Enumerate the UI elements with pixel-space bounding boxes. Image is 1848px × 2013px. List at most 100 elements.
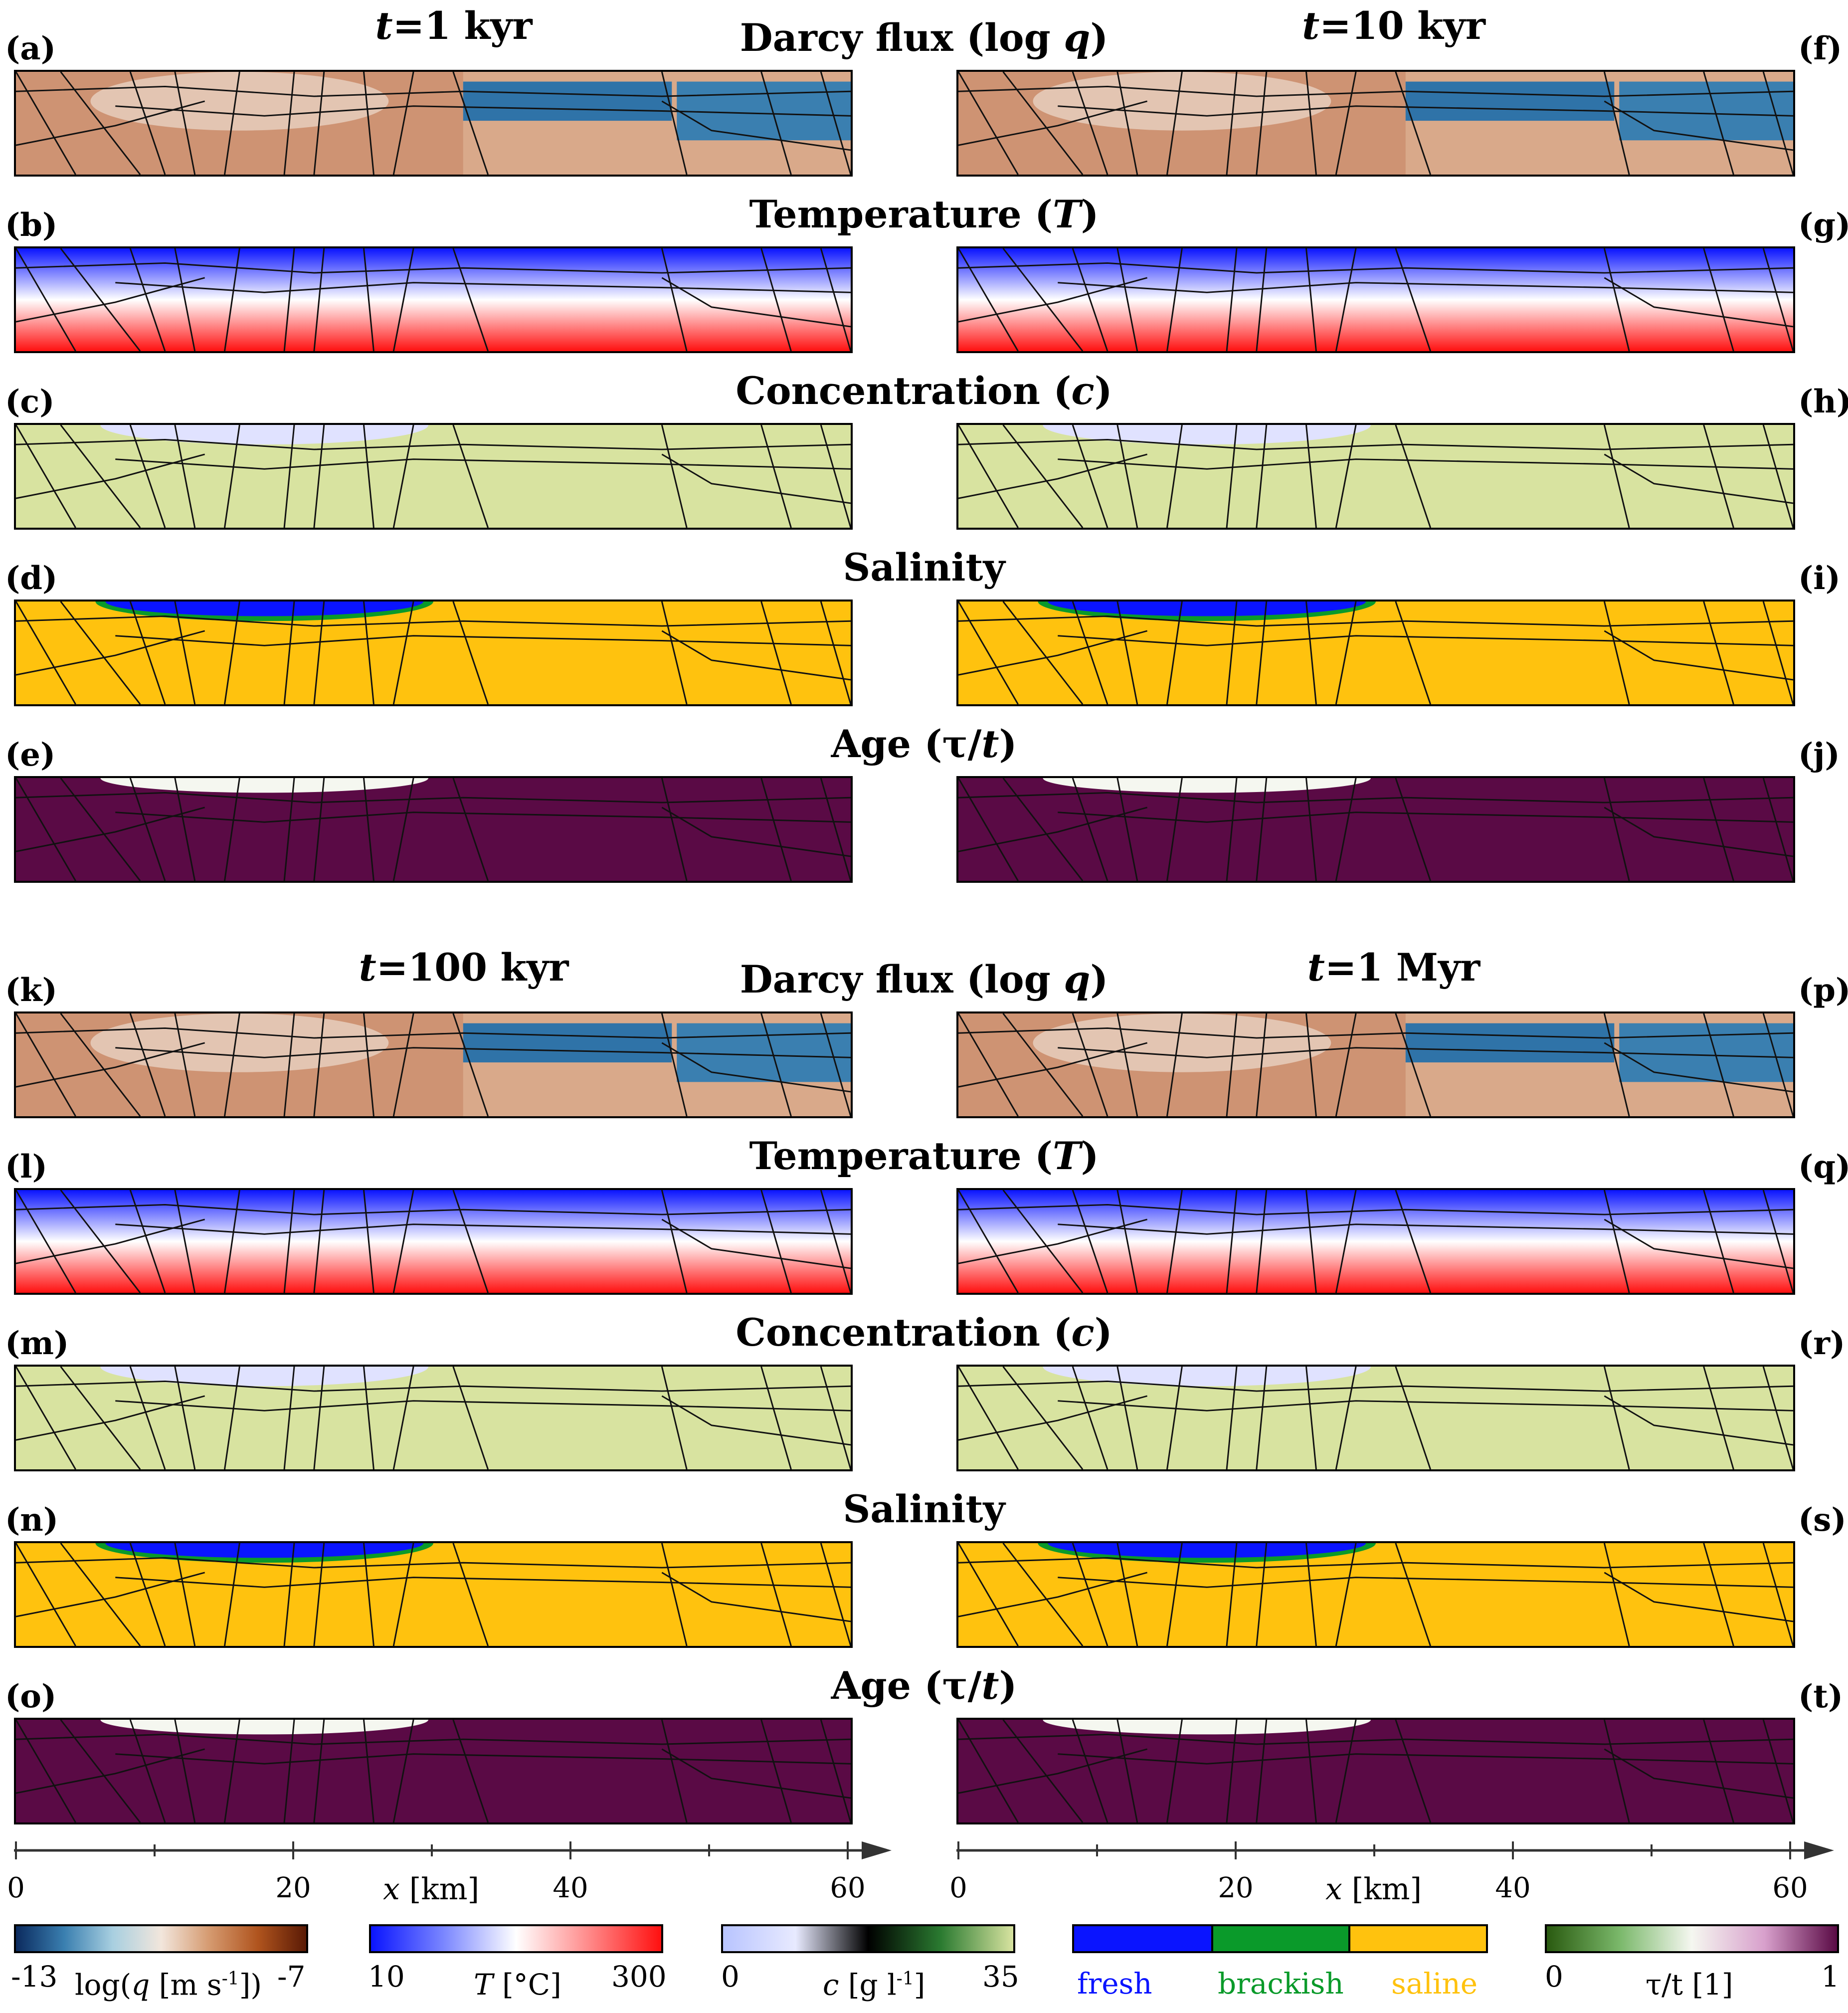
panel-temp-1kyr <box>14 246 853 353</box>
panel-letter-rt-4: (j) <box>1798 736 1840 774</box>
panel-letter-rt-0: (f) <box>1798 30 1843 67</box>
row-title-temperature-top: Temperature (T) <box>749 192 1099 236</box>
row-title-concentration-top: Concentration (c) <box>736 369 1112 413</box>
panel-letter-lt-2: (c) <box>5 383 55 420</box>
row-title-darcy-top: Darcy flux (log q) <box>739 15 1109 60</box>
panel-age-10kyr <box>956 776 1795 883</box>
panel-flux-1kyr <box>14 70 853 177</box>
x-tick-20: 20 <box>275 1872 311 1904</box>
row-title-temperature-bottom: Temperature (T) <box>749 1134 1099 1178</box>
colorbar-temperature-label: T [°C] <box>474 1968 561 2002</box>
colorbar-concentration-max: 35 <box>982 1960 1019 1994</box>
panel-letter-lb-3: (n) <box>5 1501 59 1539</box>
x-axis-right-line <box>956 1841 1834 1859</box>
colorbar-flux-label: log(q [m s-1]) <box>75 1968 262 2002</box>
x-axis-label: x [km] <box>383 1872 479 1907</box>
panel-flux-1kyr-field <box>16 72 851 175</box>
panel-age-100kyr-field <box>16 1720 851 1822</box>
time-label-10kyr: t=10 kyr <box>1302 3 1485 48</box>
x-tick-40: 40 <box>1495 1872 1531 1904</box>
panel-letter-lb-2: (m) <box>5 1325 69 1362</box>
salinity-saline-label: saline <box>1391 1967 1478 2001</box>
row-title-age-bottom: Age (τ/t) <box>831 1663 1017 1708</box>
panel-letter-rb-3: (s) <box>1798 1501 1847 1539</box>
colorbar-temperature-max: 300 <box>611 1960 667 1994</box>
colorbar-concentration-min: 0 <box>721 1960 739 1994</box>
panel-conc-100kyr <box>14 1365 853 1471</box>
colorbar-flux-max: -7 <box>277 1960 306 1994</box>
x-tick-60: 60 <box>830 1872 866 1904</box>
panel-letter-lt-4: (e) <box>5 736 56 774</box>
row-title-salinity-top: Salinity <box>843 545 1005 590</box>
panel-letter-rb-0: (p) <box>1798 972 1848 1009</box>
panel-conc-1kyr-field <box>16 425 851 528</box>
colorbar-salinity <box>1072 1924 1488 1953</box>
panel-letter-lt-1: (b) <box>5 206 58 244</box>
panel-sal-100kyr-field <box>16 1543 851 1646</box>
x-tick-40: 40 <box>553 1872 588 1904</box>
panel-temp-1kyr-field <box>16 248 851 351</box>
panel-conc-1kyr <box>14 423 853 530</box>
panel-letter-rb-4: (t) <box>1798 1678 1844 1715</box>
x-tick-0: 0 <box>7 1872 25 1904</box>
panel-temp-100kyr <box>14 1188 853 1295</box>
colorbar-concentration-label: c [g l-1] <box>823 1968 925 2002</box>
x-axis-right: 0 20 40 60 x [km] <box>949 1840 1834 1907</box>
panel-temp-1myr-field <box>958 1190 1793 1293</box>
time-label-100kyr: t=100 kyr <box>359 945 569 990</box>
row-title-age-top: Age (τ/t) <box>831 722 1017 766</box>
time-label-1myr: t=1 Myr <box>1307 945 1480 990</box>
panel-sal-100kyr <box>14 1541 853 1648</box>
panel-letter-rt-2: (h) <box>1798 383 1848 420</box>
panel-flux-1myr <box>956 1011 1795 1118</box>
colorbar-concentration <box>721 1924 1015 1953</box>
panel-conc-10kyr-field <box>958 425 1793 528</box>
panel-conc-1myr <box>956 1365 1795 1471</box>
panel-conc-100kyr-field <box>16 1367 851 1469</box>
colorbar-temperature-min: 10 <box>368 1960 405 1994</box>
panel-letter-rb-1: (q) <box>1798 1148 1848 1186</box>
x-axis-label: x [km] <box>1325 1872 1422 1907</box>
panel-age-1kyr <box>14 776 853 883</box>
panel-sal-1kyr-field <box>16 602 851 704</box>
panel-letter-lt-3: (d) <box>5 560 58 597</box>
panel-conc-10kyr <box>956 423 1795 530</box>
panel-letter-lt-0: (a) <box>5 30 56 67</box>
panel-age-1kyr-field <box>16 778 851 881</box>
panel-letter-rt-1: (g) <box>1798 206 1848 244</box>
x-axis-left-line <box>14 1841 892 1859</box>
panel-sal-1kyr <box>14 600 853 706</box>
panel-temp-100kyr-field <box>16 1190 851 1293</box>
panel-temp-10kyr-field <box>958 248 1793 351</box>
colorbar-age-label: τ/t [1] <box>1646 1968 1733 2002</box>
panel-letter-lb-1: (l) <box>5 1148 47 1186</box>
x-tick-60: 60 <box>1772 1872 1808 1904</box>
colorbar-age <box>1545 1924 1839 1953</box>
x-tick-20: 20 <box>1218 1872 1254 1904</box>
panel-sal-10kyr-field <box>958 602 1793 704</box>
panel-sal-1myr-field <box>958 1543 1793 1646</box>
panel-flux-1myr-field <box>958 1013 1793 1116</box>
colorbar-flux-min: -13 <box>11 1960 58 1994</box>
panel-temp-10kyr <box>956 246 1795 353</box>
panel-letter-lb-4: (o) <box>5 1678 57 1715</box>
panel-conc-1myr-field <box>958 1367 1793 1469</box>
row-title-concentration-bottom: Concentration (c) <box>736 1310 1112 1355</box>
panel-letter-rb-2: (r) <box>1798 1325 1846 1362</box>
panel-flux-10kyr-field <box>958 72 1793 175</box>
time-label-1kyr: t=1 kyr <box>375 3 533 48</box>
panel-letter-rt-3: (i) <box>1798 560 1841 597</box>
colorbar-age-max: 1 <box>1821 1960 1840 1994</box>
colorbar-flux <box>14 1924 308 1953</box>
panel-age-1myr <box>956 1718 1795 1824</box>
salinity-brackish-label: brackish <box>1218 1967 1344 2001</box>
panel-age-100kyr <box>14 1718 853 1824</box>
x-axis-left: 0 20 40 60 x [km] <box>7 1840 892 1907</box>
panel-flux-100kyr-field <box>16 1013 851 1116</box>
x-tick-0: 0 <box>949 1872 967 1904</box>
panel-sal-1myr <box>956 1541 1795 1648</box>
salinity-fresh-label: fresh <box>1077 1967 1152 2001</box>
colorbar-temperature <box>369 1924 663 1953</box>
row-title-darcy-bottom: Darcy flux (log q) <box>739 957 1109 1002</box>
panel-temp-1myr <box>956 1188 1795 1295</box>
